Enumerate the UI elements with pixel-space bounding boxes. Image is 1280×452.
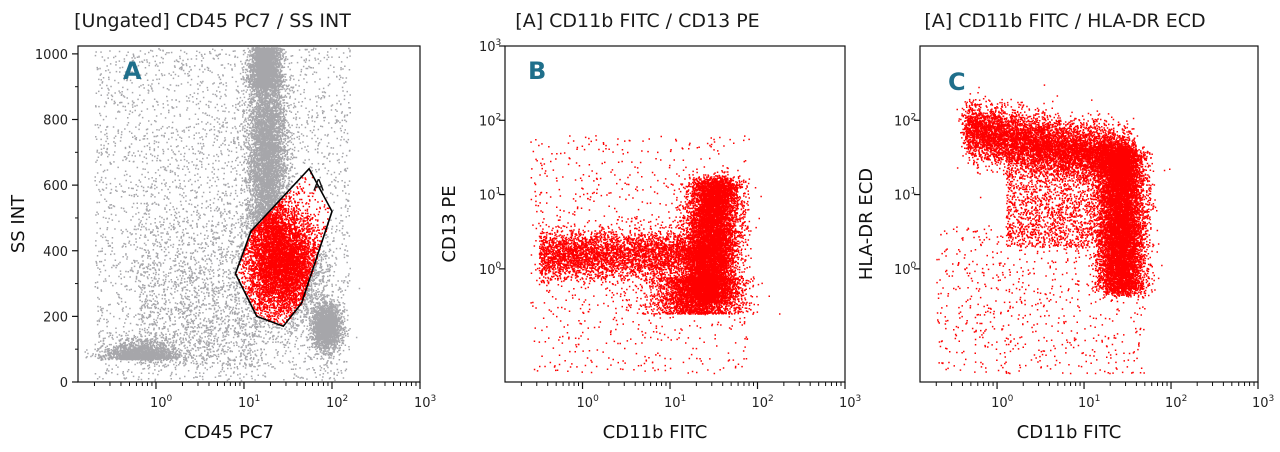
y-tick-label: 1000 (35, 48, 68, 63)
panel-b: [A] CD11b FITC / CD13 PE 100 101 102 103 100… (425, 0, 861, 452)
x-tick-label: 100 (991, 394, 1014, 411)
events-c-dots (936, 84, 1171, 375)
y-tick-label: 102 (479, 112, 501, 129)
panel-label-c: C (948, 68, 966, 96)
x-tick-label: 100 (150, 394, 173, 411)
gate-a-label: A (313, 175, 324, 194)
y-tick-label: 101 (479, 187, 501, 204)
x-tick-label: 103 (1252, 394, 1274, 411)
y-axis-label-a: SS INT (8, 194, 29, 253)
x-tick-label: 100 (577, 394, 600, 411)
events-a (84, 47, 361, 382)
y-axis-label-b: CD13 PE (439, 185, 460, 262)
x-tick-label: 103 (839, 394, 861, 411)
chart-title-c: [A] CD11b FITC / HLA-DR ECD (924, 10, 1206, 32)
gray-events-a (84, 47, 361, 382)
chart-a: A 100 101 102 103 0 200 400 600 800 1000 A CD45 P… (8, 45, 436, 443)
events-c (936, 84, 1171, 375)
x-tick-label: 103 (414, 394, 436, 411)
ticks-a: 100 101 102 103 0 200 400 600 800 1000 (35, 48, 436, 411)
events-b-dots (530, 135, 781, 375)
x-axis-label-c: CD11b FITC (1017, 422, 1122, 443)
y-tick-label: 400 (43, 245, 68, 260)
plot-frame-b (504, 45, 846, 383)
x-tick-label: 101 (664, 394, 686, 411)
chart-c: 100 101 102 103 100 101 102 C CD11b FITC HLA-D… (856, 45, 1274, 443)
y-tick-label: 101 (894, 187, 916, 204)
ticks-b: 100 101 102 103 100 101 102 103 (479, 38, 861, 411)
y-tick-label: 102 (894, 112, 916, 129)
y-tick-label: 103 (479, 38, 501, 55)
panel-c: [A] CD11b FITC / HLA-DR ECD 100 101 102 103… (850, 0, 1280, 452)
gate-a-polygon[interactable] (234, 167, 333, 328)
x-axis-label-a: CD45 PC7 (184, 422, 274, 443)
x-tick-label: 102 (1165, 394, 1187, 411)
y-tick-label: 800 (43, 114, 68, 129)
x-tick-label: 101 (1078, 394, 1100, 411)
y-tick-label: 0 (60, 376, 68, 391)
panel-label-a: A (123, 57, 142, 85)
x-tick-label: 101 (238, 394, 260, 411)
ticks-c: 100 101 102 103 100 101 102 (894, 112, 1274, 411)
panel-label-b: B (528, 57, 546, 85)
plot-frame-c (919, 45, 1259, 383)
chart-b: 100 101 102 103 100 101 102 103 B CD11b FITC CD… (439, 38, 861, 443)
chart-title-b: [A] CD11b FITC / CD13 PE (515, 10, 760, 32)
plot-frame-a (77, 45, 421, 383)
chart-title-a: [Ungated] CD45 PC7 / SS INT (74, 10, 351, 32)
y-tick-label: 600 (43, 179, 68, 194)
y-tick-label: 200 (43, 310, 68, 325)
events-b (530, 135, 781, 375)
x-tick-label: 102 (326, 394, 348, 411)
x-tick-label: 102 (752, 394, 774, 411)
panel-a: [Ungated] CD45 PC7 / SS INT A 100 101 102 1… (0, 0, 436, 452)
x-axis-label-b: CD11b FITC (603, 422, 708, 443)
y-tick-label: 100 (894, 261, 917, 278)
y-tick-label: 100 (479, 261, 502, 278)
y-axis-label-c: HLA-DR ECD (856, 168, 877, 280)
